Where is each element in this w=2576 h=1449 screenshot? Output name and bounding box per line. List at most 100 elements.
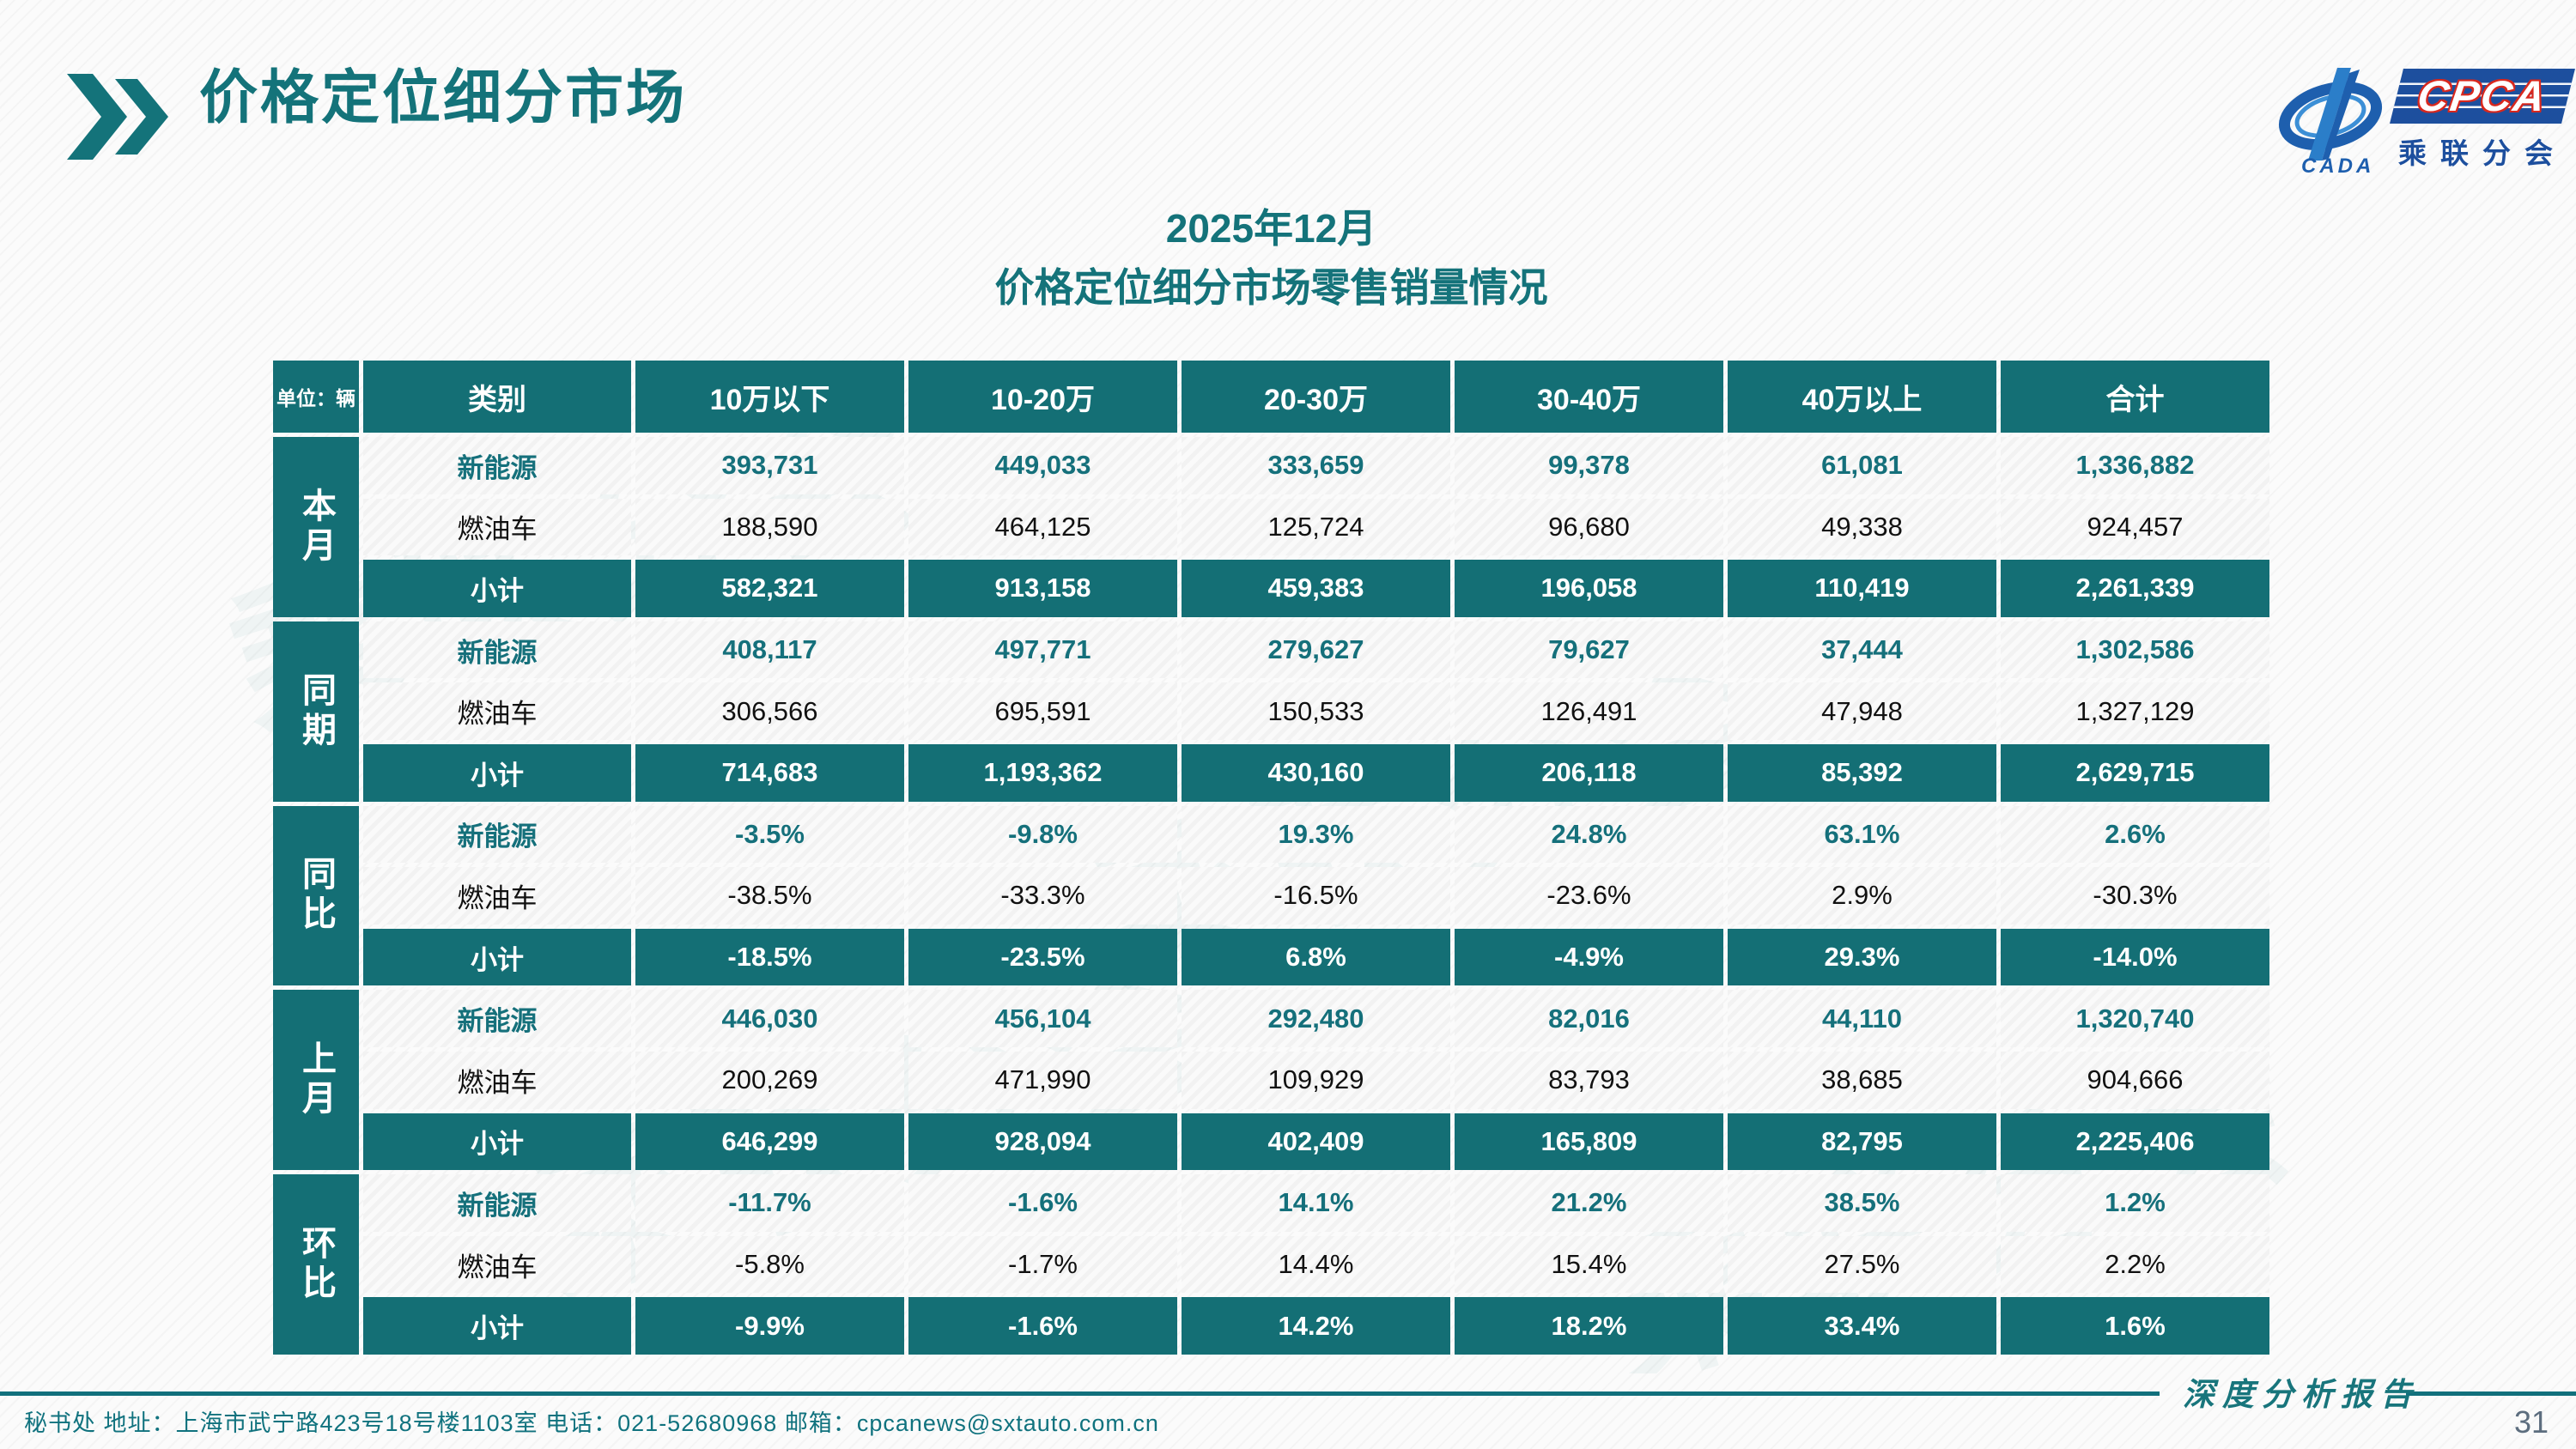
table-cell-subtotal: 928,094 xyxy=(908,1113,1177,1171)
table-cell-fuel: 306,566 xyxy=(635,682,904,740)
table-cell-nev: 1.2% xyxy=(2001,1174,2269,1232)
row-group-label: 同比 xyxy=(273,805,359,986)
table-cell-nev: 449,033 xyxy=(908,437,1177,494)
table-cell-nev: 82,016 xyxy=(1455,990,1723,1047)
column-header: 合计 xyxy=(2001,361,2269,433)
row-label-subtotal: 小计 xyxy=(363,928,631,986)
row-label-fuel: 燃油车 xyxy=(363,682,631,740)
table-cell-subtotal: -23.5% xyxy=(908,928,1177,986)
row-label-subtotal: 小计 xyxy=(363,1113,631,1171)
row-label-nev: 新能源 xyxy=(363,805,631,864)
table-cell-nev: -1.6% xyxy=(908,1174,1177,1232)
row-group-label: 同期 xyxy=(273,621,359,802)
table-cell-nev: -3.5% xyxy=(635,805,904,864)
table-cell-subtotal: 2,261,339 xyxy=(2001,560,2269,617)
table-cell-subtotal: 29.3% xyxy=(1728,928,1996,986)
page-number: 31 xyxy=(2514,1404,2549,1440)
row-label-nev: 新能源 xyxy=(363,437,631,494)
table-cell-fuel: -1.7% xyxy=(908,1235,1177,1294)
column-header: 10万以下 xyxy=(635,361,904,433)
table-cell-fuel: -16.5% xyxy=(1182,867,1450,925)
table-cell-subtotal: -1.6% xyxy=(908,1297,1177,1355)
table-cell-subtotal: 459,383 xyxy=(1182,560,1450,617)
table-cell-nev: 14.1% xyxy=(1182,1174,1450,1232)
contact-info: 秘书处 地址：上海市武宁路423号18号楼1103室 电话：021-526809… xyxy=(24,1410,1159,1436)
table-cell-fuel: 96,680 xyxy=(1455,498,1723,556)
table-cell-subtotal: 6.8% xyxy=(1182,928,1450,986)
table-cell-subtotal: 18.2% xyxy=(1455,1297,1723,1355)
table-cell-fuel: -33.3% xyxy=(908,867,1177,925)
row-label-fuel: 燃油车 xyxy=(363,867,631,925)
table-cell-subtotal: 110,419 xyxy=(1728,560,1996,617)
table-cell-nev: -11.7% xyxy=(635,1174,904,1232)
table-cell-subtotal: -14.0% xyxy=(2001,928,2269,986)
column-header: 20-30万 xyxy=(1182,361,1450,433)
table-cell-subtotal: 82,795 xyxy=(1728,1113,1996,1171)
table-cell-fuel: 924,457 xyxy=(2001,498,2269,556)
row-label-subtotal: 小计 xyxy=(363,743,631,802)
table-cell-subtotal: 206,118 xyxy=(1455,743,1723,802)
table-cell-fuel: 38,685 xyxy=(1728,1051,1996,1109)
row-label-nev: 新能源 xyxy=(363,621,631,679)
row-group-label: 本月 xyxy=(273,437,359,617)
report-type-label: 深度分析报告 xyxy=(2183,1378,2420,1413)
table-cell-subtotal: 14.2% xyxy=(1182,1297,1450,1355)
row-label-nev: 新能源 xyxy=(363,990,631,1047)
table-cell-fuel: 27.5% xyxy=(1728,1235,1996,1294)
table-cell-nev: 24.8% xyxy=(1455,805,1723,864)
table-cell-fuel: 188,590 xyxy=(635,498,904,556)
table-cell-fuel: -23.6% xyxy=(1455,867,1723,925)
sales-table: 单位：辆 类别 10万以下 10-20万 20-30万 30-40万 40万以上 合计 本月 新能… xyxy=(273,361,2269,1355)
table-cell-nev: 61,081 xyxy=(1728,437,1996,494)
table-cell-fuel: 126,491 xyxy=(1455,682,1723,740)
row-label-subtotal: 小计 xyxy=(363,1297,631,1355)
table-cell-nev: 79,627 xyxy=(1455,621,1723,679)
table-cell-subtotal: 165,809 xyxy=(1455,1113,1723,1171)
table-cell-subtotal: -4.9% xyxy=(1455,928,1723,986)
table-cell-subtotal: 33.4% xyxy=(1728,1297,1996,1355)
table-cell-nev: 408,117 xyxy=(635,621,904,679)
table-cell-fuel: 83,793 xyxy=(1455,1051,1723,1109)
table-cell-fuel: 471,990 xyxy=(908,1051,1177,1109)
table-cell-subtotal: 582,321 xyxy=(635,560,904,617)
table-cell-subtotal: 2,225,406 xyxy=(2001,1113,2269,1171)
table-cell-nev: 44,110 xyxy=(1728,990,1996,1047)
table-cell-subtotal: 85,392 xyxy=(1728,743,1996,802)
table-cell-nev: 292,480 xyxy=(1182,990,1450,1047)
row-group-label: 环比 xyxy=(273,1174,359,1355)
table-cell-subtotal: 913,158 xyxy=(908,560,1177,617)
table-cell-fuel: 150,533 xyxy=(1182,682,1450,740)
table-cell-nev: 37,444 xyxy=(1728,621,1996,679)
cada-swirl-icon: CADA xyxy=(2278,67,2383,176)
table-cell-fuel: 2.2% xyxy=(2001,1235,2269,1294)
table-cell-fuel: 125,724 xyxy=(1182,498,1450,556)
svg-text:CADA: CADA xyxy=(2301,155,2374,176)
table-title-line1: 2025年12月 xyxy=(1165,206,1377,251)
table-cell-nev: 21.2% xyxy=(1455,1174,1723,1232)
table-cell-fuel: -38.5% xyxy=(635,867,904,925)
row-label-fuel: 燃油车 xyxy=(363,1235,631,1294)
table-cell-nev: 497,771 xyxy=(908,621,1177,679)
column-header: 类别 xyxy=(363,361,631,433)
table-cell-subtotal: 196,058 xyxy=(1455,560,1723,617)
table-cell-fuel: 15.4% xyxy=(1455,1235,1723,1294)
table-cell-fuel: 1,327,129 xyxy=(2001,682,2269,740)
column-header: 40万以上 xyxy=(1728,361,1996,433)
page-title: 价格定位细分市场 xyxy=(199,65,688,130)
table-cell-fuel: 904,666 xyxy=(2001,1051,2269,1109)
table-cell-fuel: 109,929 xyxy=(1182,1051,1450,1109)
table-cell-nev: 456,104 xyxy=(908,990,1177,1047)
table-cell-nev: 2.6% xyxy=(2001,805,2269,864)
column-header: 10-20万 xyxy=(908,361,1177,433)
table-cell-fuel: -5.8% xyxy=(635,1235,904,1294)
table-cell-fuel: 464,125 xyxy=(908,498,1177,556)
table-cell-subtotal: 2,629,715 xyxy=(2001,743,2269,802)
logo-subtitle: 乘联分会 xyxy=(2398,136,2567,169)
table-cell-nev: 446,030 xyxy=(635,990,904,1047)
table-cell-nev: 333,659 xyxy=(1182,437,1450,494)
table-cell-fuel: 695,591 xyxy=(908,682,1177,740)
table-cell-fuel: 47,948 xyxy=(1728,682,1996,740)
row-label-subtotal: 小计 xyxy=(363,560,631,617)
table-cell-subtotal: 1.6% xyxy=(2001,1297,2269,1355)
column-header: 30-40万 xyxy=(1455,361,1723,433)
